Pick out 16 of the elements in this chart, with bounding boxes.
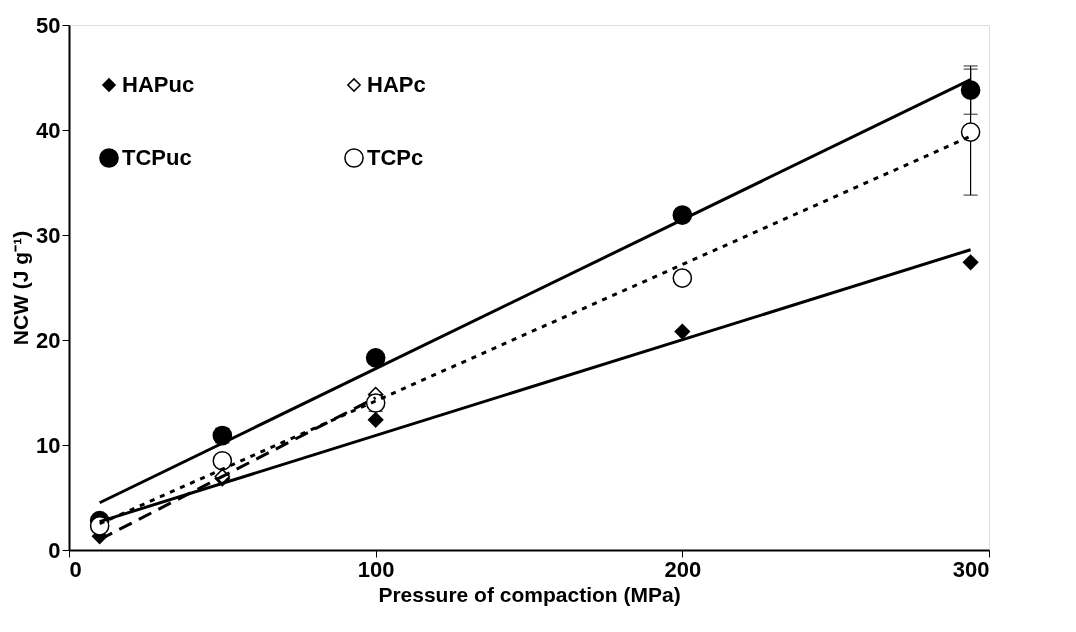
y-tick-label: 20	[36, 327, 61, 353]
legend-label: TCPc	[367, 145, 424, 170]
x-tick-label: 100	[357, 556, 395, 582]
y-axis-title: NCW (J g⁻¹)	[9, 230, 33, 346]
x-axis-title: Pressure of compaction (MPa)	[378, 582, 681, 606]
y-tick-label: 50	[36, 12, 61, 38]
legend-label: TCPuc	[122, 145, 192, 170]
x-tick-label: 200	[664, 556, 702, 582]
x-tick-label: 0	[69, 556, 82, 582]
y-tick-label: 30	[36, 222, 61, 248]
y-tick-label: 10	[36, 432, 61, 458]
legend-label: HAPuc	[122, 72, 195, 97]
y-tick-label: 0	[48, 537, 61, 563]
y-tick-label: 40	[36, 117, 61, 143]
x-tick-label: 300	[952, 556, 990, 582]
legend-label: HAPc	[367, 72, 426, 97]
